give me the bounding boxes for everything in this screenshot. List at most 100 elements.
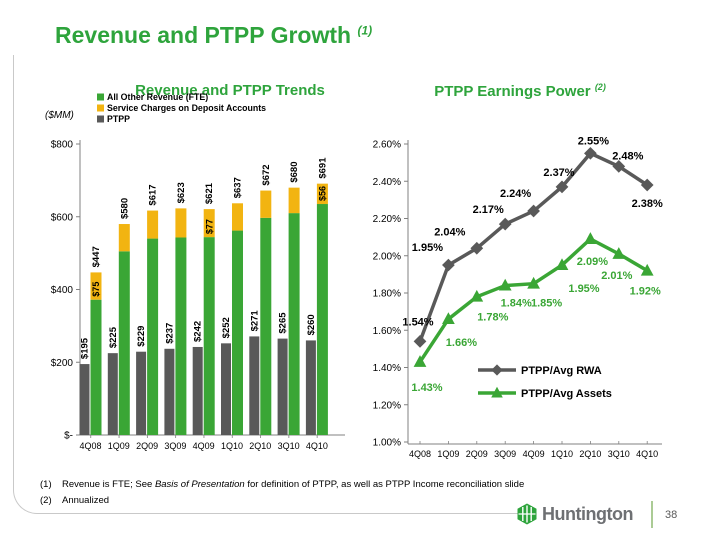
legend-swatch-yellow	[97, 104, 104, 112]
ptpp-earnings-line-chart: 2.60% 2.40% 2.20% 2.00% 1.80% 1.60% 1.40% 1.20%…	[350, 78, 690, 483]
data-label: 1.84%	[501, 298, 532, 310]
y-axis-tick-label: $200	[51, 358, 74, 369]
footnotes: (1) Revenue is FTE; See Basis of Presenta…	[40, 477, 524, 509]
data-label: 2.01%	[601, 270, 632, 282]
y-axis-tick-label: 2.20%	[373, 214, 401, 225]
x-axis-category-label: 3Q09	[164, 441, 186, 451]
bar-service-charges	[118, 224, 130, 252]
slide-body-frame	[13, 55, 519, 514]
marker-diamond	[442, 258, 455, 272]
marker-triangle	[612, 247, 626, 259]
footnote-2-marker: (2)	[40, 495, 52, 506]
bar-all-other-revenue	[316, 204, 328, 435]
bar-all-other-revenue	[118, 251, 130, 435]
left-chart-title-text: Revenue and PTPP Trends	[135, 82, 325, 99]
y-axis-tick-label: $-	[64, 431, 73, 442]
bar-service-charges	[232, 203, 243, 231]
marker-triangle	[640, 263, 654, 276]
bar-chart-svg: ($MM) $800 $600 $400 $200 $- All Other Revenue…	[45, 92, 345, 451]
x-axis-category-label: 2Q09	[136, 441, 158, 451]
data-label: 2.55%	[578, 135, 609, 147]
bar-ptpp	[305, 340, 316, 435]
right-chart-footnote-ref: (2)	[594, 82, 606, 92]
x-axis-category-label: 4Q09	[193, 441, 215, 451]
bar-label-total: $447	[91, 246, 102, 267]
x-axis-category-label: 4Q09	[523, 449, 545, 459]
y-axis-tick-label: $800	[51, 140, 74, 151]
marker-triangle	[470, 289, 484, 302]
data-label: 2.37%	[543, 167, 574, 179]
bar-ptpp	[277, 338, 288, 435]
left-chart-title: Revenue and PTPP Trends	[100, 82, 360, 99]
marker-triangle	[491, 386, 503, 398]
bar-service-charges	[316, 183, 328, 205]
bar-service-charges	[147, 210, 159, 239]
bar-ptpp	[249, 336, 260, 435]
marker-triangle	[413, 355, 427, 367]
legend-label: PTPP/Avg RWA	[521, 365, 602, 377]
footnote-2-text: Annualized	[62, 495, 110, 506]
y-axis-tick-label: 1.00%	[373, 438, 401, 449]
legend-label: Service Charges on Deposit Accounts	[107, 103, 266, 113]
data-label: 1.95%	[412, 242, 443, 254]
right-chart-title-text: PTPP Earnings Power	[434, 83, 591, 100]
x-axis-category-label: 3Q10	[278, 441, 300, 451]
y-axis-tick-label: 2.60%	[373, 140, 401, 151]
bar-all-other-revenue	[147, 238, 159, 435]
data-label: 2.24%	[500, 188, 531, 200]
bar-label-total: $691	[317, 157, 328, 179]
bar-all-other-revenue	[232, 230, 243, 435]
marker-diamond	[584, 146, 597, 160]
bar-service-charges	[90, 272, 102, 300]
bar-all-other-revenue	[260, 217, 272, 435]
marker-triangle	[555, 258, 569, 271]
data-label: 1.54%	[402, 316, 433, 328]
right-chart-title: PTPP Earnings Power (2)	[380, 82, 660, 100]
x-axis-category-label: 1Q10	[551, 449, 573, 459]
bar-all-other-revenue	[288, 213, 300, 435]
bar-label-service-charges: $75	[91, 282, 101, 297]
bar-label-ptpp: $195	[80, 337, 91, 359]
bar-label-ptpp: $260	[306, 314, 317, 335]
marker-triangle	[442, 312, 455, 325]
brand-wordmark: Huntington	[542, 504, 633, 524]
footnote-1: (1) Revenue is FTE; See Basis of Presenta…	[40, 477, 524, 493]
bar-ptpp	[79, 364, 90, 435]
data-label: 2.04%	[434, 226, 465, 238]
bar-label-ptpp: $252	[221, 317, 232, 338]
footer-divider	[651, 501, 653, 528]
x-axis-category-label: 2Q10	[249, 441, 271, 451]
x-axis-category-label: 4Q10	[306, 441, 328, 451]
bar-label-service-charges: $77	[204, 219, 214, 234]
y-axis-tick-label: 1.60%	[373, 326, 401, 337]
bar-service-charges	[175, 208, 187, 238]
bar-ptpp	[164, 348, 175, 435]
bar-label-total: $617	[148, 184, 159, 205]
data-label: 1.78%	[477, 312, 508, 324]
x-axis-category-label: 2Q10	[579, 449, 601, 459]
legend-swatch-gray	[97, 115, 104, 123]
bar-label-total: $672	[261, 164, 272, 185]
x-axis-category-label: 4Q10	[636, 449, 658, 459]
data-label: 2.17%	[473, 204, 504, 216]
bar-label-ptpp: $242	[193, 321, 204, 342]
bar-label-ptpp: $265	[278, 312, 289, 334]
page-number: 38	[665, 509, 678, 521]
bar-label-total: $623	[176, 182, 187, 203]
page-title-footnote-ref: (1)	[357, 23, 373, 38]
revenue-ptpp-bar-chart: ($MM) $800 $600 $400 $200 $- All Other Revenue…	[40, 78, 360, 483]
marker-diamond	[491, 364, 503, 376]
bar-all-other-revenue	[90, 299, 102, 435]
data-label: 2.38%	[632, 198, 663, 210]
bar-ptpp	[136, 351, 147, 435]
data-label: 2.09%	[577, 256, 608, 268]
bar-all-other-revenue	[203, 237, 215, 435]
x-axis-category-label: 1Q10	[221, 441, 243, 451]
x-axis-category-label: 3Q10	[608, 449, 630, 459]
y-axis-tick-label: 1.20%	[373, 400, 401, 411]
marker-diamond	[527, 204, 540, 218]
bar-label-ptpp: $225	[108, 326, 119, 348]
data-label: 1.43%	[411, 382, 442, 394]
marker-diamond	[498, 217, 512, 231]
